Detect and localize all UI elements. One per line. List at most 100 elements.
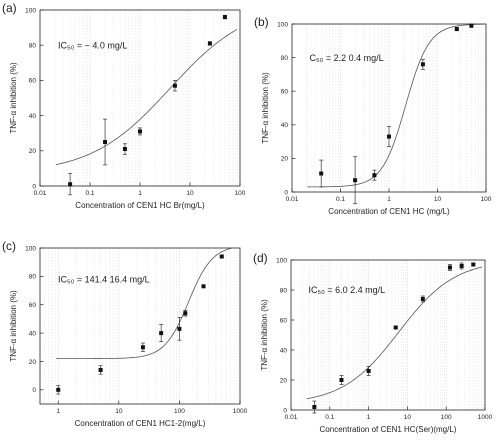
y-axis-title: TNF-α inhibition (%): [261, 72, 270, 144]
fit-curve: [306, 266, 483, 400]
y-axis-title: TNF-α inhibition (%): [9, 290, 18, 362]
data-point: [312, 405, 317, 409]
data-point: [207, 41, 212, 46]
x-tick-label: 100: [481, 196, 492, 203]
y-tick-label: 0: [32, 387, 36, 394]
y-tick-label: 60: [29, 78, 37, 85]
data-point: [420, 297, 425, 301]
x-axis-title: Concentration of CEN1 HC1-2(mg/L): [75, 419, 206, 428]
data-point: [393, 325, 398, 330]
x-axis-title: Concentration of CEN1 HC Br(mg/L): [75, 201, 205, 210]
data-point: [222, 15, 227, 20]
x-tick-label: 1: [138, 190, 142, 197]
y-tick-label: 0: [32, 183, 36, 190]
y-axis-title: TNF-α inhibition (%): [260, 299, 269, 371]
x-tick-label: 0.01: [285, 414, 298, 421]
x-tick-label: 100: [174, 408, 185, 415]
x-tick-label: 0.1: [85, 190, 94, 197]
data-point: [177, 326, 182, 331]
y-tick-label: 20: [29, 148, 37, 155]
fit-curve: [56, 247, 237, 360]
data-point: [68, 182, 73, 187]
fit-curve: [55, 29, 238, 166]
x-tick-label: 0.1: [336, 196, 345, 203]
data-point: [56, 387, 61, 392]
panel-label: (b): [254, 15, 269, 29]
data-point: [138, 129, 142, 134]
y-tick-label: 80: [281, 55, 289, 62]
x-axis-title: Concentration of CEN1 HC(Ser)(mg/L): [320, 425, 457, 434]
data-point: [454, 27, 459, 32]
data-point: [98, 367, 103, 372]
ic50-annotation: IC₅₀ = 6.0 2.4 mg/L: [308, 285, 385, 295]
y-tick-label: 60: [29, 302, 37, 309]
data-point: [459, 264, 464, 268]
panel-label: (c): [2, 239, 16, 253]
data-point: [420, 62, 425, 67]
data-point: [366, 369, 371, 373]
y-tick-label: 80: [29, 274, 37, 281]
panel-label: (d): [253, 251, 268, 265]
data-point: [201, 284, 206, 289]
plot-frame: [290, 259, 486, 411]
data-point: [339, 378, 344, 382]
gridlines: [302, 260, 484, 410]
data-point: [103, 140, 108, 144]
y-tick-label: 40: [29, 330, 37, 337]
ic50-annotation: IC₅₀ = 141.4 16.4 mg/L: [58, 274, 150, 284]
gridlines: [44, 248, 238, 404]
data-point: [122, 147, 127, 152]
data-point: [447, 265, 452, 270]
data-point: [183, 311, 188, 316]
y-tick-label: 60: [280, 317, 288, 324]
y-tick-label: 40: [29, 113, 37, 120]
y-tick-label: 100: [25, 245, 36, 252]
x-tick-label: 10: [434, 196, 442, 203]
gridlines: [54, 10, 239, 186]
x-tick-label: 10: [115, 408, 123, 415]
x-tick-label: 100: [441, 414, 452, 421]
data-point: [172, 83, 177, 88]
x-tick-label: 0.01: [286, 196, 299, 203]
y-tick-label: 60: [281, 89, 289, 96]
data-point: [471, 262, 476, 267]
y-tick-label: 0: [283, 407, 287, 414]
data-point: [387, 134, 391, 139]
y-tick-label: 20: [280, 377, 288, 384]
data-point: [469, 23, 474, 28]
panel-c: 1 10 100 1000 0 20 40 60 80 100 (c) IC₅₀ = 141.4 16…: [2, 239, 248, 428]
x-tick-label: 10: [404, 414, 412, 421]
y-tick-label: 100: [277, 21, 288, 28]
data-point: [219, 254, 224, 259]
panel-a: 0.01 0.1 1 10 100 0 20 40 60 80 100 (a) IC₅₀ = ~ 4.0…: [2, 1, 246, 210]
x-tick-label: 1000: [478, 414, 493, 421]
data-point: [319, 171, 324, 176]
x-tick-label: 1: [387, 196, 391, 203]
x-tick-label: 100: [235, 190, 246, 197]
panel-b: 0.01 0.1 1 10 100 0 20 40 60 80 100 (b) C₅₀ = 2.2 0.…: [254, 15, 492, 216]
y-tick-label: 100: [25, 7, 36, 14]
fit-curve: [307, 23, 484, 188]
ic50-annotation: IC₅₀ = ~ 4.0 mg/L: [58, 41, 127, 51]
x-tick-label: 1: [367, 414, 371, 421]
data-point: [140, 345, 145, 350]
y-tick-label: 80: [280, 287, 288, 294]
y-axis-title: TNF-α inhibition (%): [9, 62, 18, 134]
gridlines: [306, 24, 485, 192]
data-point: [372, 173, 377, 178]
ic50-annotation: C₅₀ = 2.2 0.4 mg/L: [309, 53, 383, 63]
y-tick-label: 40: [280, 347, 288, 354]
y-tick-label: 20: [29, 359, 37, 366]
y-tick-label: 80: [29, 43, 37, 50]
x-tick-label: 0.1: [325, 414, 334, 421]
panel-label: (a): [2, 1, 17, 15]
x-tick-label: 1000: [233, 408, 248, 415]
x-tick-label: 0.01: [34, 190, 47, 197]
y-tick-label: 100: [276, 257, 287, 264]
x-tick-label: 1: [56, 408, 60, 415]
data-point: [159, 331, 164, 336]
y-tick-label: 20: [281, 156, 289, 163]
y-tick-label: 0: [284, 189, 288, 196]
x-tick-label: 10: [186, 190, 194, 197]
